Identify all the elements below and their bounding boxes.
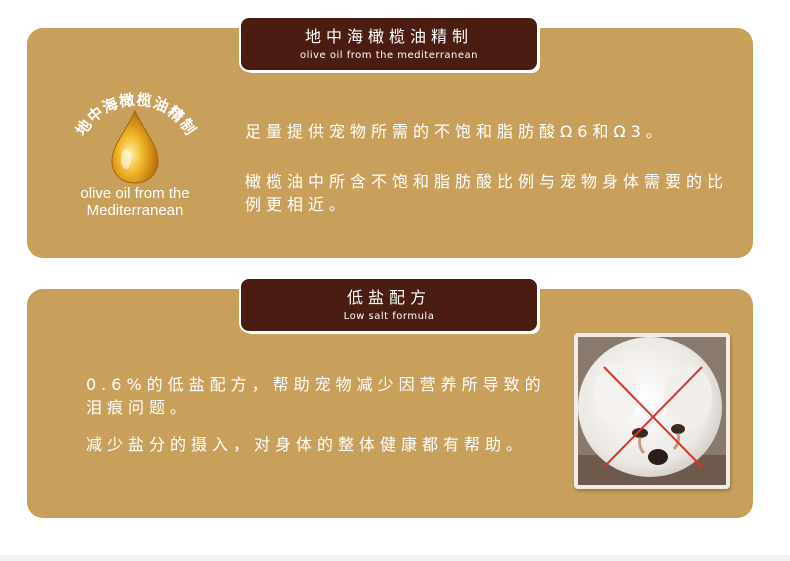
low-salt-heading-tag: 低盐配方 Low salt formula bbox=[241, 279, 537, 331]
oil-drop-icon bbox=[111, 109, 159, 184]
olive-oil-text-2: 橄榄油中所含不饱和脂肪酸比例与宠物身体需要的比例更相近。 bbox=[245, 172, 729, 214]
low-salt-text-1: 0.6%的低盐配方，帮助宠物减少因营养所导致的泪痕问题。 bbox=[86, 375, 546, 417]
emblem-caption-line1: olive oil from the bbox=[80, 185, 190, 202]
olive-oil-heading-tag: 地中海橄榄油精制 olive oil from the mediterranea… bbox=[241, 18, 537, 70]
low-salt-subtitle: Low salt formula bbox=[343, 311, 435, 322]
low-salt-text-2: 减少盐分的摄入，对身体的整体健康都有帮助。 bbox=[86, 435, 528, 454]
emblem-caption-line2: Mediterranean bbox=[86, 202, 184, 219]
low-salt-title: 低盐配方 bbox=[346, 288, 431, 307]
olive-oil-title: 地中海橄榄油精制 bbox=[304, 27, 473, 46]
emblem-caption: olive oil from the Mediterranean bbox=[60, 185, 210, 219]
footer-divider bbox=[0, 555, 790, 561]
olive-oil-text-1: 足量提供宠物所需的不饱和脂肪酸Ω6和Ω3。 bbox=[245, 122, 667, 141]
dog-photo-frame bbox=[574, 333, 730, 489]
olive-oil-subtitle: olive oil from the mediterranean bbox=[299, 50, 479, 61]
dog-photo bbox=[578, 337, 726, 485]
cross-mark-icon bbox=[603, 366, 703, 468]
olive-oil-emblem: 地中海橄榄油精制 bbox=[72, 91, 199, 184]
